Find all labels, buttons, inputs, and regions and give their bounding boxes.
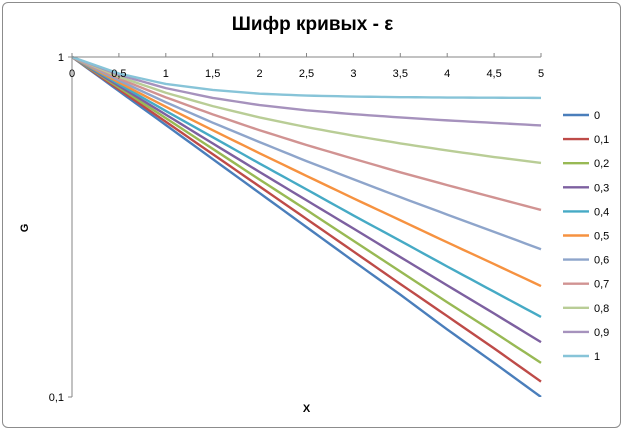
series-line-10 [72, 55, 542, 100]
legend-label: 0,9 [594, 327, 609, 339]
series-line-2 [72, 55, 542, 364]
x-tick-label: 1 [163, 68, 169, 80]
series-line-9 [72, 55, 542, 127]
legend-label: 0 [594, 110, 600, 122]
legend: 0 0,1 0,2 0,3 0,4 0,5 0,6 0,7 0,8 0,9 1 [563, 110, 609, 363]
chart-title: Шифр кривых - ε [231, 14, 394, 35]
x-tick-label: 4,5 [486, 68, 501, 80]
legend-label: 1 [594, 351, 600, 363]
y-axis-title: G [19, 224, 31, 233]
series-line-6 [72, 55, 542, 251]
y-tick-label: 0,1 [49, 392, 64, 404]
legend-label: 0,8 [594, 303, 609, 315]
x-tick-label: 4 [444, 68, 450, 80]
series-layer [72, 55, 542, 397]
series-line-0 [72, 56, 542, 397]
series-line-5 [72, 55, 542, 288]
y-tick-label: 1 [58, 52, 64, 64]
x-tick-label: 0,5 [111, 68, 126, 80]
x-tick-label: 2 [257, 68, 263, 80]
series-clip-group [72, 55, 542, 397]
tick-labels-layer: 0 0,5 1 1,5 2 2,5 3 3,5 4 4,5 5 0,1 1 [49, 52, 544, 404]
x-tick-label: 5 [538, 68, 544, 80]
series-line-3 [72, 55, 542, 344]
series-line-1 [72, 56, 542, 383]
x-tick-label: 2,5 [299, 68, 314, 80]
x-tick-label: 1,5 [205, 68, 220, 80]
x-axis-title: X [303, 403, 311, 415]
x-tick-label: 0 [69, 68, 75, 80]
series-line-8 [72, 55, 542, 165]
legend-label: 0,2 [594, 158, 609, 170]
legend-label: 0,6 [594, 255, 609, 267]
legend-label: 0,1 [594, 134, 609, 146]
x-tick-label: 3,5 [393, 68, 408, 80]
series-line-4 [72, 55, 542, 318]
legend-label: 0,7 [594, 279, 609, 291]
legend-label: 0,3 [594, 182, 609, 194]
legend-label: 0,4 [594, 206, 609, 218]
legend-label: 0,5 [594, 231, 609, 243]
x-tick-label: 3 [350, 68, 356, 80]
series-line-7 [72, 55, 542, 212]
